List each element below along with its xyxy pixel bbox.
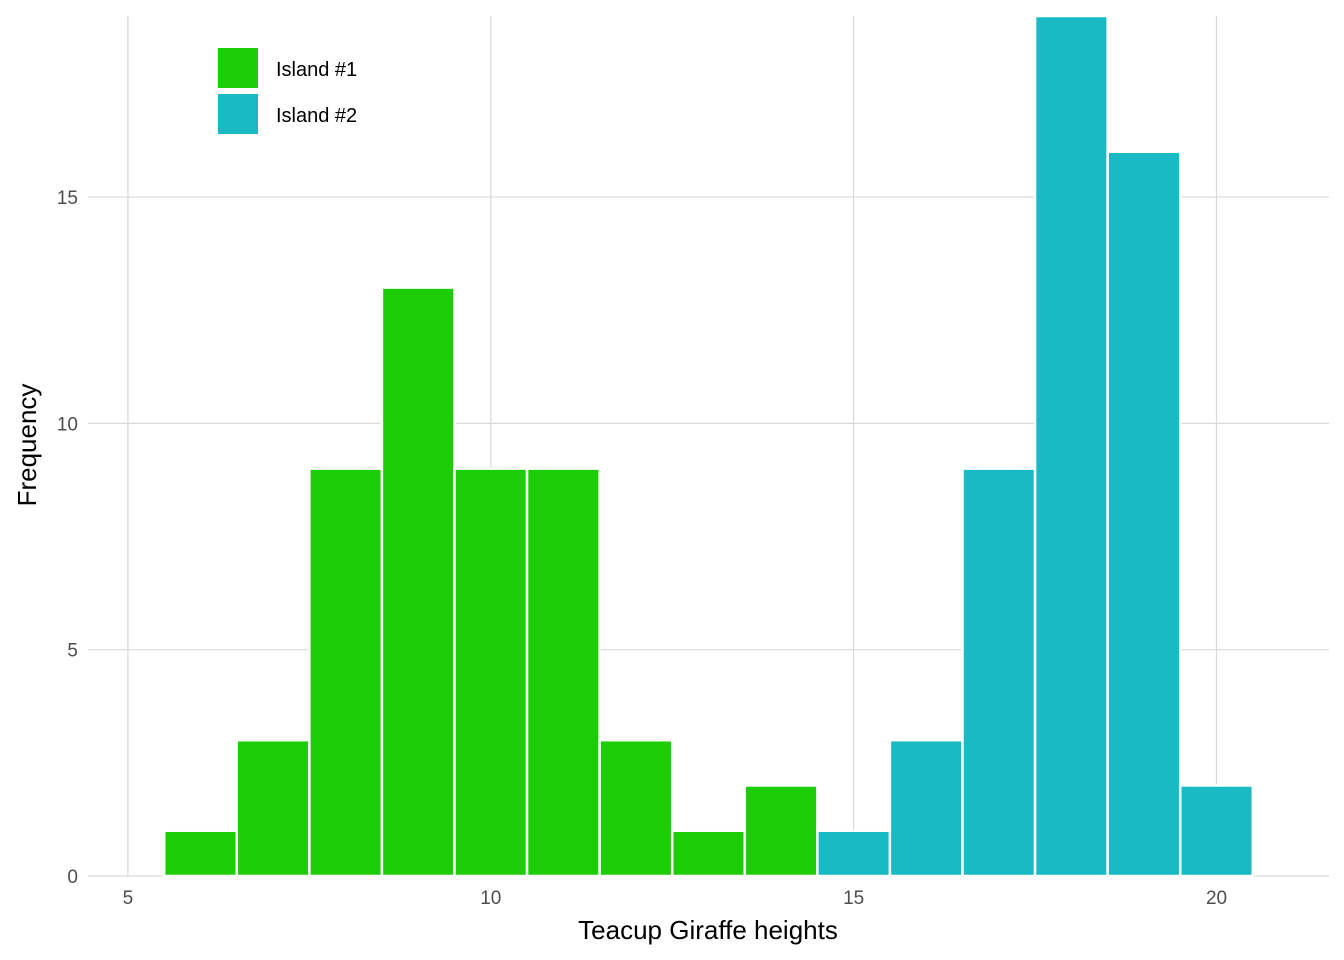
x-tick-label: 5 [123,888,134,909]
histogram-bar-island-2 [961,467,1037,878]
histogram-bar-island-1 [308,467,384,878]
histogram-bar-island-1 [235,738,311,878]
histogram-bar-island-1 [162,829,239,878]
histogram-bar-island-1 [598,738,674,878]
histogram-bar-island-1 [743,784,819,878]
x-axis-title: Teacup Giraffe heights [578,915,838,945]
x-tick-label: 20 [1206,888,1227,909]
histogram-bar-island-2 [816,829,892,878]
y-axis-title: Frequency [12,384,42,507]
histogram-bar-island-2 [1033,14,1109,878]
histogram-bar-island-2 [1106,150,1182,878]
legend-key-island-1 [218,48,258,88]
histogram-bar-island-1 [380,286,456,878]
legend-label-island-2: Island #2 [276,105,357,127]
histogram-bar-island-1 [670,829,747,878]
legend: Island #1 Island #2 [218,48,357,134]
y-tick-label: 15 [57,188,78,209]
legend-key-island-2 [218,94,258,134]
histogram-bar-island-2 [888,738,964,878]
histogram-bar-island-1 [453,467,529,878]
y-tick-label: 10 [57,414,78,435]
y-tick-label: 0 [67,867,78,888]
tick-labels: 5 10 15 20 0 5 10 15 [57,188,1227,909]
histogram-bar-island-1 [525,467,601,878]
x-tick-label: 10 [480,888,501,909]
x-tick-label: 15 [843,888,864,909]
y-tick-label: 5 [67,641,78,662]
legend-label-island-1: Island #1 [276,59,357,81]
histogram-bar-island-2 [1178,784,1255,878]
bars [162,14,1255,878]
